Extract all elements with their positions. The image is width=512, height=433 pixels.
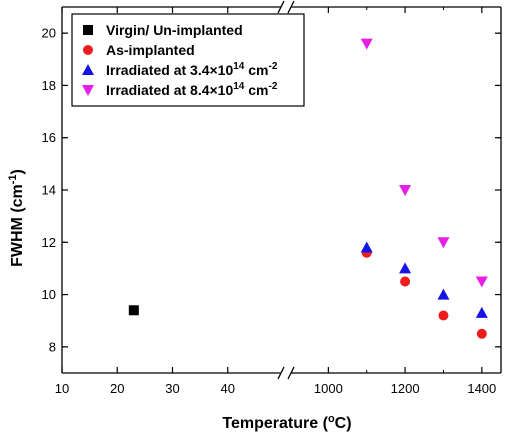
x-axis-title: Temperature (oC) — [222, 413, 351, 432]
axis-break-mark-bottom-right — [287, 366, 295, 380]
data-point-triangle-up — [437, 288, 450, 300]
legend-label: Irradiated at 3.4×1014 cm-2 — [106, 61, 278, 78]
data-point-triangle-down — [437, 237, 450, 249]
legend-marker-circle — [83, 45, 93, 55]
data-point-square — [128, 305, 139, 316]
data-point-circle — [400, 276, 411, 287]
x-tick-label: 20 — [110, 381, 124, 396]
axis-break-mark-top-left — [277, 0, 285, 14]
x-tick-label: 1000 — [314, 381, 343, 396]
legend-label: As-implanted — [106, 42, 195, 58]
x-tick-label: 10 — [55, 381, 69, 396]
legend-marker-square — [83, 25, 93, 35]
data-point-triangle-up — [475, 306, 488, 318]
x-tick-label: 30 — [165, 381, 179, 396]
legend-box — [71, 13, 305, 107]
y-tick-label: 16 — [42, 130, 56, 145]
y-tick-label: 10 — [42, 287, 56, 302]
legend-label: Virgin/ Un-implanted — [106, 22, 243, 38]
y-axis-title: FWHM (cm-1) — [7, 169, 26, 267]
y-tick-label: 12 — [42, 235, 56, 250]
x-tick-label: 1200 — [391, 381, 420, 396]
y-tick-label: 14 — [42, 183, 56, 198]
data-point-triangle-up — [360, 241, 373, 253]
axis-break-mark-bottom-left — [277, 366, 285, 380]
y-tick-label: 18 — [42, 78, 56, 93]
data-point-triangle-down — [360, 38, 373, 50]
axis-break-mark-top-right — [287, 0, 295, 14]
y-tick-label: 8 — [49, 339, 56, 354]
legend-label: Irradiated at 8.4×1014 cm-2 — [106, 81, 278, 98]
x-tick-label: 1400 — [467, 381, 496, 396]
data-point-circle — [438, 310, 449, 321]
x-tick-label: 40 — [221, 381, 235, 396]
legend-marker-triangle-down — [82, 85, 94, 96]
data-point-circle — [476, 328, 487, 339]
legend-marker-triangle-up — [82, 64, 94, 75]
y-tick-label: 20 — [42, 26, 56, 41]
data-point-triangle-down — [475, 276, 488, 288]
data-point-triangle-down — [399, 185, 412, 196]
data-point-triangle-up — [399, 262, 412, 274]
